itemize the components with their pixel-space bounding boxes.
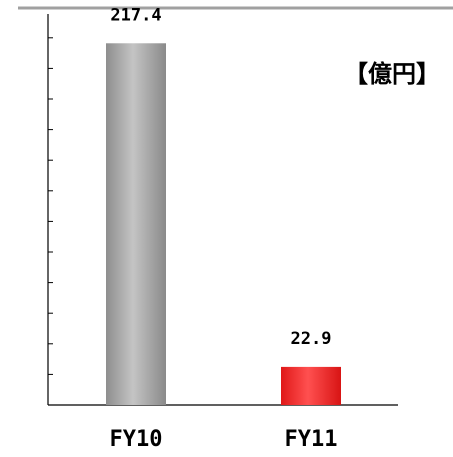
bar-value-label-fy11: 22.9 (291, 329, 332, 349)
unit-label: 【億円】 (344, 60, 440, 88)
bar-value-label-fy10: 217.4 (110, 5, 161, 25)
x-tick-label-fy10: FY10 (110, 427, 163, 452)
bar-fy10 (106, 43, 166, 405)
bar-fy11 (281, 366, 341, 405)
x-tick-label-fy11: FY11 (285, 427, 338, 452)
plot-area: 217.4 FY10 22.9 FY11 (47, 5, 398, 452)
